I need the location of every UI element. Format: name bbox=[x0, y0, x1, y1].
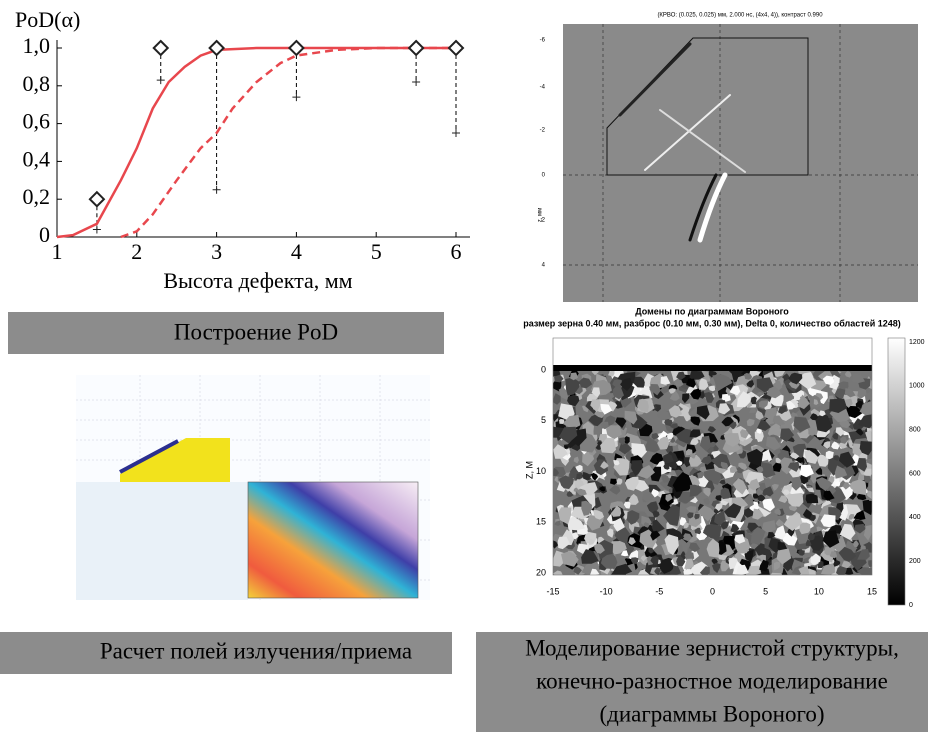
colorbar-tick-label: 800 bbox=[909, 427, 921, 434]
voronoi-y-label: Z, M bbox=[524, 461, 534, 479]
voronoi-subtitle: размер зерна 0.40 мм, разброс (0.10 мм, … bbox=[523, 318, 901, 328]
voronoi-x-tick-label: -10 bbox=[600, 586, 613, 596]
y-tick-label: 1,0 bbox=[23, 33, 51, 58]
wave-y-tick-label: -4 bbox=[540, 85, 546, 91]
voronoi-y-tick-label: 15 bbox=[536, 517, 546, 527]
x-tick-label: 2 bbox=[131, 239, 142, 264]
wave-y-tick-label: 2 bbox=[542, 218, 546, 224]
colorbar-tick-label: 1000 bbox=[909, 383, 925, 390]
voronoi-x-tick-label: 15 bbox=[867, 586, 877, 596]
diamond-marker bbox=[409, 41, 423, 55]
wave-image bbox=[563, 24, 918, 302]
plus-marker bbox=[213, 186, 221, 194]
diamond-marker bbox=[289, 41, 303, 55]
colorbar-tick-label: 0 bbox=[909, 602, 913, 609]
y-tick-label: 0,2 bbox=[23, 184, 51, 209]
voronoi-image bbox=[553, 371, 872, 575]
caption: Построение PoD bbox=[174, 319, 338, 344]
colorbar-tick-label: 1200 bbox=[909, 339, 925, 346]
wave-y-tick-label: 4 bbox=[542, 263, 546, 269]
wave-y-tick-label: -6 bbox=[540, 38, 546, 44]
caption: Моделирование зернистой структуры, bbox=[525, 635, 899, 660]
diamond-marker bbox=[154, 41, 168, 55]
diamond-marker bbox=[449, 41, 463, 55]
plus-marker bbox=[452, 129, 460, 137]
voronoi-y-tick-label: 0 bbox=[541, 364, 546, 374]
caption: (диаграммы Вороного) bbox=[599, 701, 824, 726]
slide: (КРВО: (0.025, 0.025) мм, 2.000 нс, (4x4… bbox=[0, 0, 928, 732]
y-tick-label: 0,8 bbox=[23, 71, 51, 96]
colorbar-tick-label: 600 bbox=[909, 470, 921, 477]
page: (КРВО: (0.025, 0.025) мм, 2.000 нс, (4x4… bbox=[0, 0, 928, 732]
x-tick-label: 4 bbox=[291, 239, 302, 264]
caption: конечно-разностное моделирование bbox=[536, 668, 888, 693]
x-axis-title: Высота дефекта, мм bbox=[163, 268, 352, 293]
voronoi-x-tick-label: 0 bbox=[710, 586, 715, 596]
voronoi-x-tick-label: 5 bbox=[763, 586, 768, 596]
x-tick-label: 1 bbox=[52, 239, 63, 264]
voronoi-y-tick-label: 20 bbox=[536, 567, 546, 577]
plus-marker bbox=[292, 93, 300, 101]
x-tick-label: 6 bbox=[451, 239, 462, 264]
voronoi-y-tick-label: 5 bbox=[541, 415, 546, 425]
plus-marker bbox=[93, 225, 101, 233]
colorbar bbox=[888, 338, 905, 605]
caption: Расчет полей излучения/приема bbox=[100, 638, 412, 663]
voronoi-y-tick-label: 10 bbox=[536, 466, 546, 476]
pod-curve bbox=[57, 48, 456, 237]
wave-title: (КРВО: (0.025, 0.025) мм, 2.000 нс, (4x4… bbox=[657, 13, 823, 19]
plus-marker bbox=[412, 78, 420, 86]
colorbar-tick-label: 400 bbox=[909, 514, 921, 521]
x-tick-label: 3 bbox=[211, 239, 222, 264]
voronoi-top-band bbox=[553, 365, 872, 371]
voronoi-x-tick-label: 10 bbox=[814, 586, 824, 596]
wave-y-tick-label: 0 bbox=[542, 173, 546, 179]
wave-y-tick-label: -2 bbox=[540, 128, 546, 134]
colorbar-tick-label: 200 bbox=[909, 558, 921, 565]
voronoi-title: Домены по диаграммам Вороного bbox=[635, 306, 789, 316]
y-tick-label: 0,4 bbox=[23, 146, 51, 171]
y-axis-title: PoD(α) bbox=[15, 7, 80, 32]
diamond-marker bbox=[90, 192, 104, 206]
y-tick-label: 0 bbox=[39, 222, 50, 247]
plus-marker bbox=[157, 76, 165, 84]
field-map bbox=[248, 482, 418, 598]
field-region bbox=[76, 482, 248, 600]
voronoi-x-tick-label: -15 bbox=[546, 586, 559, 596]
x-tick-label: 5 bbox=[371, 239, 382, 264]
voronoi-x-tick-label: -5 bbox=[655, 586, 663, 596]
pod-curve bbox=[121, 48, 456, 237]
y-tick-label: 0,6 bbox=[23, 109, 51, 134]
